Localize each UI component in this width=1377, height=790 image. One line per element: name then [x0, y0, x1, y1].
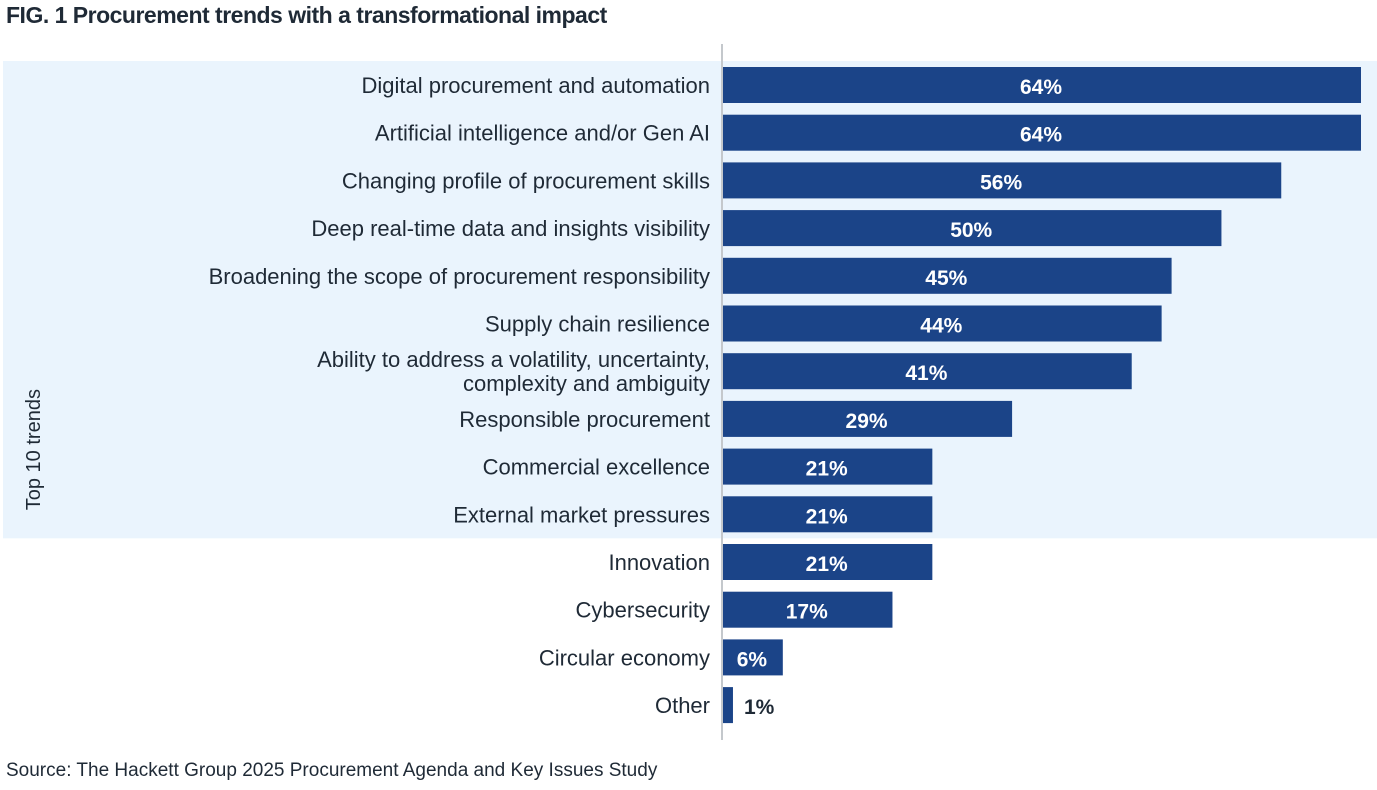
- bar: [723, 400, 1013, 437]
- value-label: 6%: [737, 648, 768, 671]
- category-label: Digital procurement and automation: [361, 73, 710, 98]
- value-label: 64%: [1020, 76, 1062, 99]
- category-label: Responsible procurement: [459, 407, 710, 432]
- category-label: Cybersecurity: [576, 598, 710, 623]
- bar: [723, 305, 1162, 342]
- value-label: 41%: [905, 362, 947, 385]
- bar: [723, 591, 893, 628]
- category-label: Changing profile of procurement skills: [342, 168, 710, 193]
- bar: [723, 257, 1172, 294]
- value-label: 56%: [980, 171, 1022, 194]
- bar: [723, 448, 933, 485]
- bar: [723, 544, 933, 580]
- value-label: 21%: [806, 458, 848, 481]
- bar: [723, 67, 1361, 103]
- group-label: Top 10 trends: [23, 389, 45, 510]
- bar: [723, 210, 1222, 247]
- bar: [723, 496, 933, 533]
- category-label: Broadening the scope of procurement resp…: [209, 264, 710, 289]
- bar: [723, 639, 783, 676]
- bar: [723, 353, 1132, 390]
- value-label: 50%: [950, 219, 992, 242]
- value-label: 45%: [925, 267, 967, 290]
- category-label: Other: [655, 693, 710, 718]
- category-label: Innovation: [608, 550, 710, 575]
- bar: [723, 162, 1282, 199]
- category-label: Ability to address a volatility, uncerta…: [317, 347, 710, 396]
- value-label: 44%: [920, 315, 962, 338]
- bar: [723, 114, 1361, 151]
- category-label: External market pressures: [453, 502, 710, 527]
- source-note: Source: The Hackett Group 2025 Procureme…: [6, 760, 658, 781]
- value-label: 17%: [786, 601, 828, 624]
- value-label: 21%: [806, 505, 848, 528]
- category-label: Deep real-time data and insights visibil…: [311, 216, 710, 241]
- category-label: Circular economy: [539, 645, 710, 670]
- value-label: 64%: [1020, 124, 1062, 147]
- value-label: 29%: [846, 410, 888, 433]
- value-label: 21%: [806, 553, 848, 576]
- value-label: 1%: [744, 696, 775, 719]
- chart-title: FIG. 1 Procurement trends with a transfo…: [6, 2, 607, 28]
- category-label: Supply chain resilience: [485, 312, 710, 337]
- bar: [723, 687, 733, 724]
- category-label: Artificial intelligence and/or Gen AI: [375, 121, 710, 146]
- category-label: Commercial excellence: [483, 455, 710, 480]
